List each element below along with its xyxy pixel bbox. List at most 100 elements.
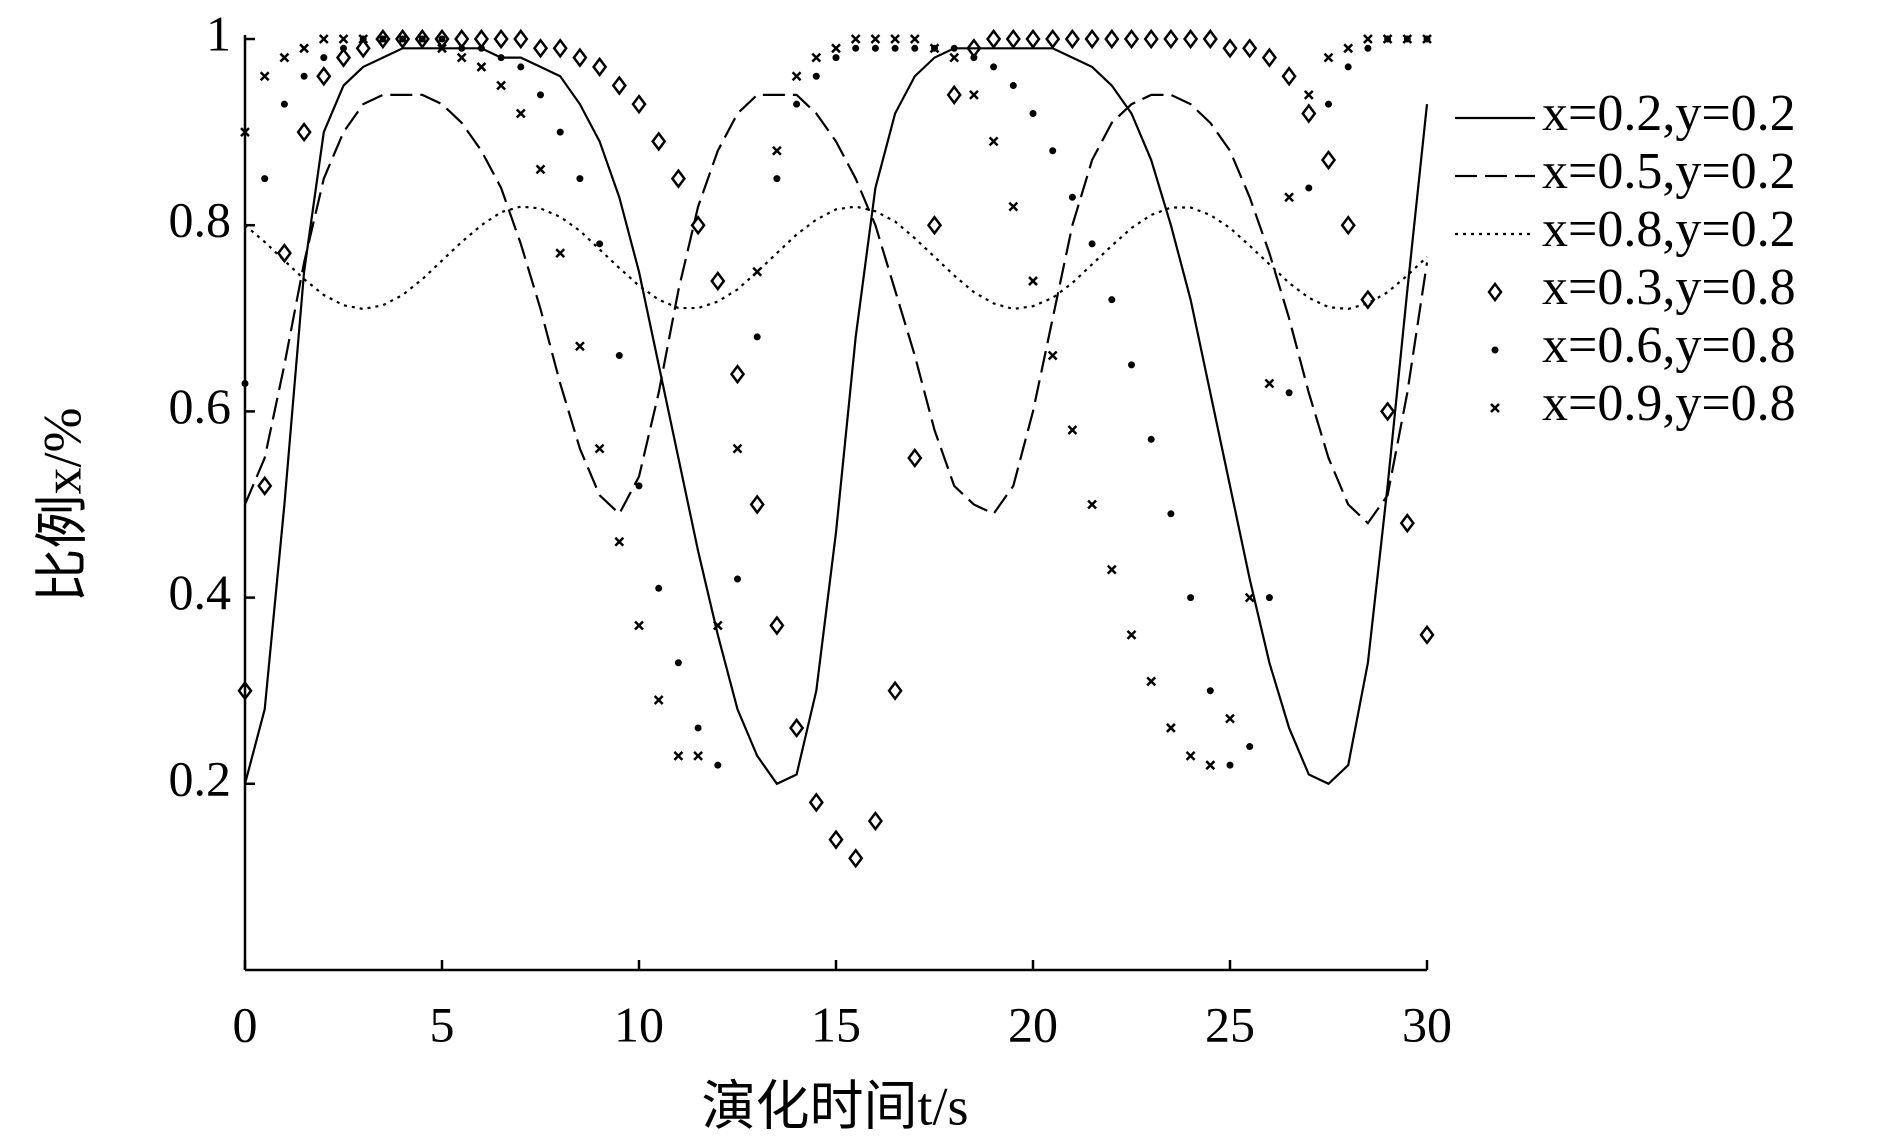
diamond-marker	[257, 475, 273, 496]
x-tick-label: 20	[1008, 996, 1058, 1052]
diamond-marker	[592, 56, 608, 78]
dot-marker	[714, 761, 722, 769]
diamond-marker	[690, 215, 706, 236]
cross-marker	[1264, 378, 1275, 389]
diamond-marker	[946, 84, 962, 105]
dot-marker	[734, 575, 741, 583]
diamond-marker	[1419, 624, 1435, 645]
dot-marker	[320, 54, 328, 62]
dot-marker	[1325, 100, 1332, 108]
diamond-marker	[926, 215, 943, 236]
dot-marker	[812, 72, 820, 80]
diamond-marker	[670, 168, 686, 189]
series-line	[244, 205, 1428, 311]
cross-marker	[811, 52, 822, 63]
diamond-marker	[631, 94, 647, 115]
diamond-marker	[1487, 281, 1503, 303]
dot-marker	[773, 175, 781, 183]
dot-marker	[1128, 361, 1135, 369]
dot-marker	[1009, 82, 1017, 90]
diamond-marker	[1242, 38, 1258, 59]
dot-marker	[753, 333, 761, 341]
diamond-marker	[848, 848, 864, 869]
dot-marker	[1206, 687, 1214, 695]
diamond-marker	[316, 66, 332, 87]
cross-marker	[1422, 34, 1432, 44]
diamond-marker	[1025, 28, 1041, 50]
diamond-marker	[1281, 66, 1297, 87]
diamond-marker	[867, 810, 883, 832]
cross-marker	[1106, 564, 1117, 575]
x-tick-label: 15	[811, 996, 861, 1052]
cross-marker	[299, 43, 309, 54]
cross-marker	[1028, 276, 1038, 286]
dot-marker	[1305, 184, 1313, 192]
series-line	[243, 47, 1429, 786]
cross-marker	[614, 536, 625, 547]
cross-marker	[870, 34, 881, 44]
cross-marker	[338, 34, 349, 44]
dot-marker	[1068, 193, 1076, 201]
diamond-marker	[513, 28, 529, 50]
dot-marker	[970, 54, 978, 62]
cross-marker	[240, 127, 250, 137]
cross-marker	[575, 341, 585, 352]
dot-marker	[576, 175, 584, 183]
cross-marker	[791, 71, 802, 82]
cross-marker	[1244, 592, 1255, 603]
diamond-marker	[808, 792, 824, 813]
diamond-marker	[1261, 47, 1277, 68]
dot-marker	[537, 91, 544, 99]
dot-marker	[615, 352, 623, 360]
dot-marker	[1344, 63, 1352, 71]
diamond-marker	[1064, 28, 1080, 50]
cross-marker	[712, 620, 723, 631]
x-tick-label: 5	[430, 996, 455, 1052]
diamond-marker	[710, 270, 726, 292]
diamond-marker	[276, 243, 292, 264]
cross-marker	[1047, 350, 1058, 361]
diamond-marker	[1222, 38, 1238, 59]
cross-marker	[1087, 499, 1097, 510]
y-tick-label: 1	[206, 5, 231, 61]
legend-label: x=0.8,y=0.2	[1542, 201, 1796, 258]
dot-marker	[438, 35, 446, 43]
dot-marker	[1147, 435, 1155, 443]
cross-marker	[969, 89, 979, 100]
x-tick-label: 30	[1402, 996, 1452, 1052]
dot-marker	[1088, 240, 1096, 248]
diamond-marker	[651, 131, 667, 152]
diamond-marker	[572, 47, 588, 68]
dot-marker	[1187, 594, 1195, 602]
dot-marker	[655, 584, 663, 592]
diamond-marker	[1163, 28, 1179, 50]
diamond-marker	[887, 680, 903, 701]
diamond-marker	[532, 38, 549, 59]
cross-marker	[1284, 192, 1294, 203]
dot-marker	[950, 44, 958, 52]
diamond-marker	[1143, 28, 1159, 50]
cross-marker	[752, 266, 763, 277]
dot-marker	[1226, 761, 1234, 769]
dot-marker	[300, 72, 308, 80]
cross-marker	[929, 43, 940, 54]
dot-marker	[674, 659, 682, 667]
diamond-marker	[1380, 401, 1396, 422]
diamond-marker	[454, 28, 470, 50]
diamond-marker	[1183, 28, 1199, 50]
cross-marker	[1146, 676, 1157, 687]
dot-marker	[832, 54, 840, 62]
cross-marker	[279, 52, 290, 63]
y-axis-label: 比例x/%	[32, 408, 92, 603]
diamond-marker	[1045, 28, 1061, 50]
x-tick-label: 0	[233, 996, 258, 1052]
cross-marker	[358, 34, 369, 44]
dot-marker	[694, 724, 702, 732]
cross-marker	[417, 34, 428, 44]
cross-marker	[318, 34, 329, 44]
dot-marker	[1491, 346, 1499, 354]
cross-marker	[988, 136, 999, 147]
diamond-marker	[729, 364, 746, 385]
diamond-marker	[789, 717, 805, 739]
